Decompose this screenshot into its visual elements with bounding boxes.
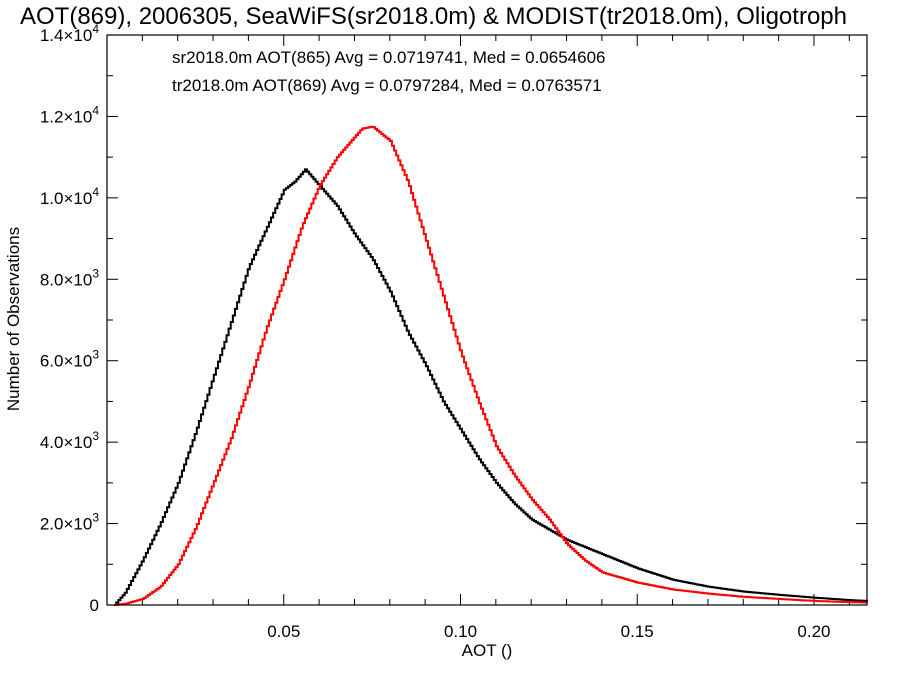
x-tick-label: 0.15	[621, 622, 654, 641]
stats-annotation-sr: sr2018.0m AOT(865) Avg = 0.0719741, Med …	[172, 48, 606, 67]
series-line-0	[114, 168, 868, 606]
axis-ticks	[107, 35, 867, 605]
series-layer	[114, 125, 868, 606]
y-tick-label: 1.4×104	[40, 22, 99, 45]
series-line-1	[114, 125, 868, 606]
y-tick-label: 0	[90, 596, 99, 615]
y-tick-label: 4.0×103	[40, 429, 99, 452]
chart-title: AOT(869), 2006305, SeaWiFS(sr2018.0m) & …	[20, 3, 847, 30]
y-tick-label: 1.0×104	[40, 185, 99, 208]
y-tick-label: 1.2×104	[40, 103, 99, 126]
x-tick-label: 0.20	[797, 622, 830, 641]
x-axis-label: AOT ()	[462, 641, 513, 660]
x-tick-label: 0.05	[267, 622, 300, 641]
y-tick-label: 8.0×103	[40, 266, 99, 289]
y-axis-label: Number of Observations	[4, 227, 23, 411]
plot-frame	[106, 34, 868, 606]
y-tick-label: 6.0×103	[40, 348, 99, 371]
x-tick-label: 0.10	[444, 622, 477, 641]
axis-tick-labels: 0.05 0.10 0.15 0.20 0 2.0×103 4.0×103 6.0×103 8.…	[40, 22, 831, 641]
y-tick-label: 2.0×103	[40, 511, 99, 534]
stats-annotation-tr: tr2018.0m AOT(869) Avg = 0.0797284, Med …	[172, 76, 602, 95]
